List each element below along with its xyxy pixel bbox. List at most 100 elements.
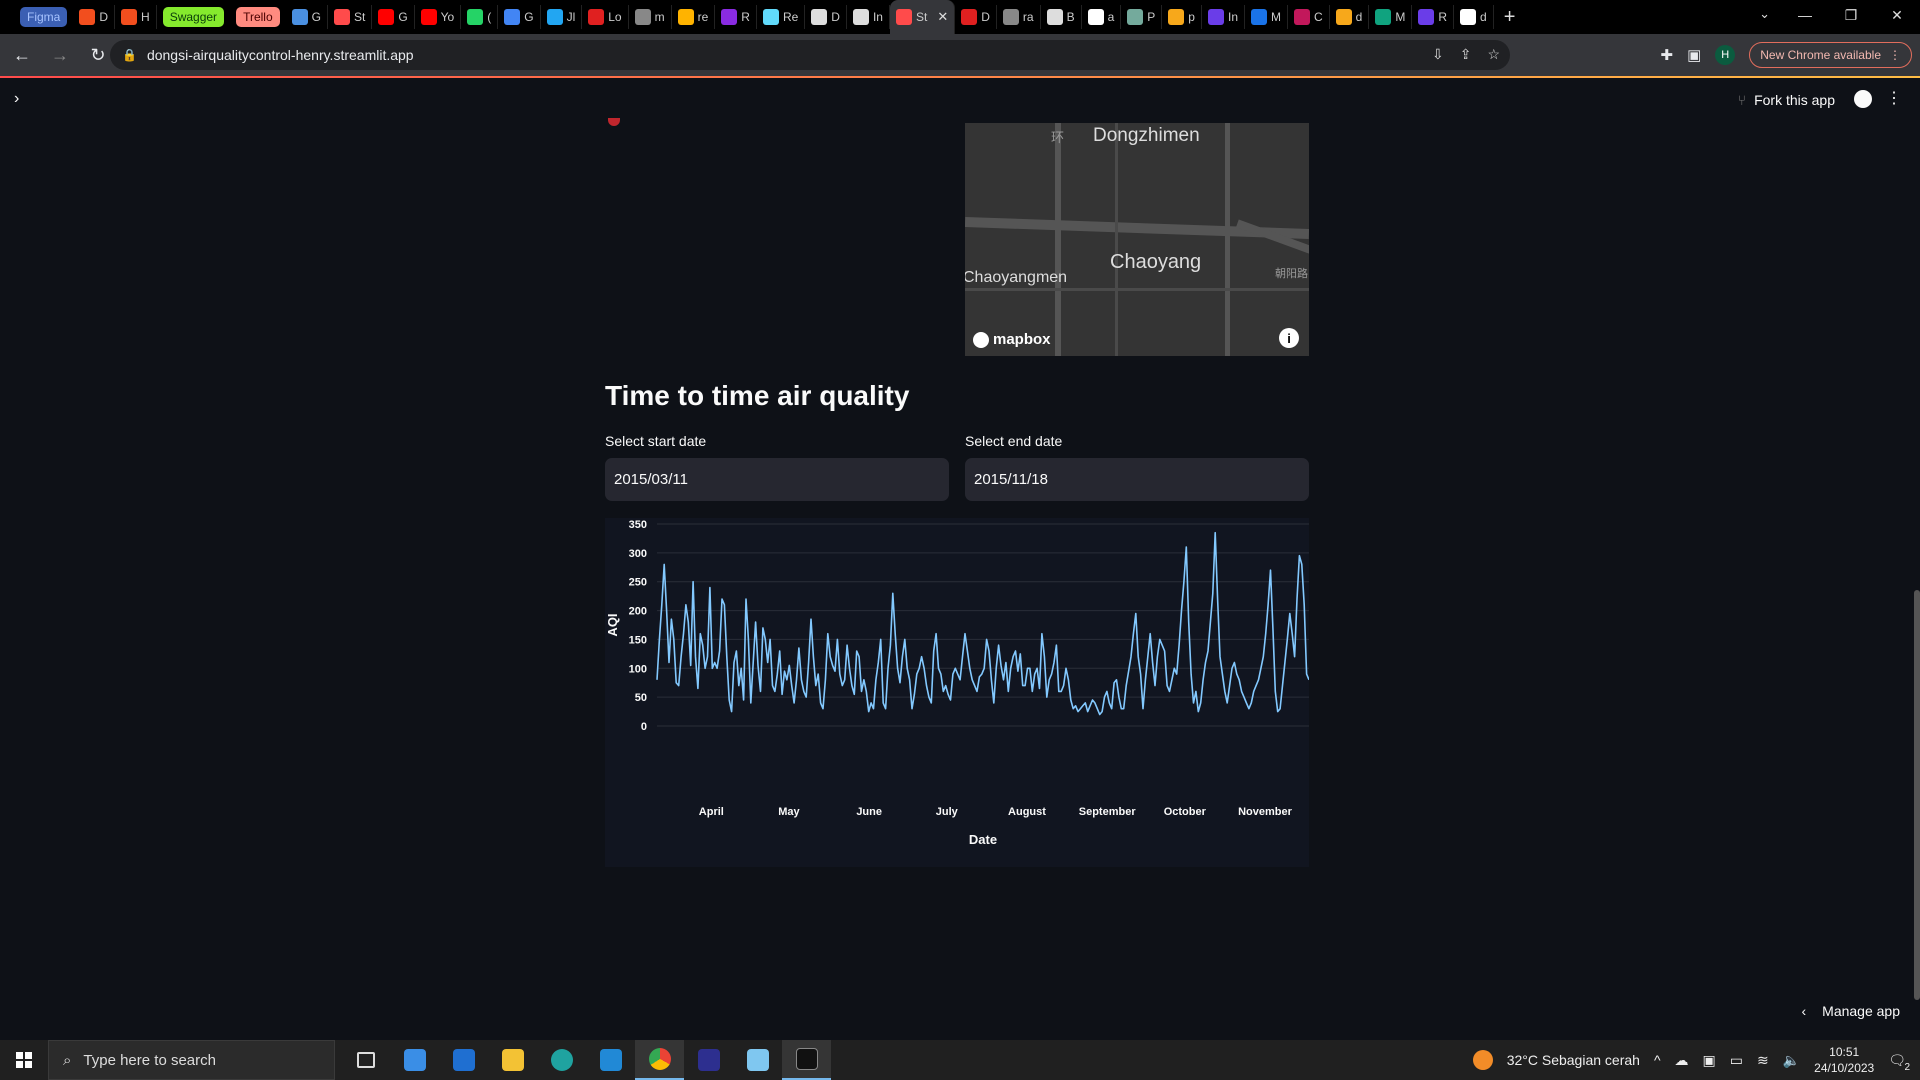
notepad-icon[interactable] xyxy=(733,1040,782,1080)
system-tray: 32°C Sebagian cerah ^ ☁ ▣ ▭ ≋ 🔈 10:51 24… xyxy=(1472,1040,1920,1080)
browser-tab[interactable]: M xyxy=(1369,5,1413,29)
profile-avatar[interactable]: H xyxy=(1715,45,1736,65)
map-view[interactable]: Dongzhimen Chaoyang Chaoyangmen 环 朝阳路 ma… xyxy=(965,123,1309,356)
task-view-icon[interactable] xyxy=(341,1040,390,1080)
browser-tab[interactable]: B xyxy=(1041,5,1082,29)
map-info-icon[interactable]: i xyxy=(1279,328,1299,348)
extensions-icon[interactable]: ✚ xyxy=(1660,47,1674,64)
weather-icon[interactable] xyxy=(1472,1050,1493,1070)
security-icon[interactable]: ▣ xyxy=(1702,1051,1716,1068)
tab-title: St xyxy=(915,10,928,24)
fork-app-button[interactable]: ⑂ Fork this app xyxy=(1738,92,1835,108)
close-window-icon[interactable]: ✕ xyxy=(1891,6,1903,23)
tab-title: d xyxy=(1355,10,1363,24)
browser-tab[interactable]: Re xyxy=(757,5,806,29)
file-explorer-icon[interactable] xyxy=(488,1040,537,1080)
tab-title: C xyxy=(1314,10,1323,24)
app-menu-icon[interactable]: ⋮ xyxy=(1886,90,1902,107)
aqi-line-chart[interactable]: 0 50 100 150 200 250 300 350 April May June July Aug… xyxy=(605,518,1310,867)
browser-tab[interactable]: Trello xyxy=(230,5,286,29)
browser-tab[interactable]: Swagger xyxy=(157,5,230,29)
share-icon[interactable]: ⇪ xyxy=(1459,46,1472,62)
end-date-input[interactable]: 2015/11/18 xyxy=(965,458,1309,501)
browser-tab[interactable]: In xyxy=(1202,5,1245,29)
side-panel-icon[interactable]: ▣ xyxy=(1687,47,1702,64)
browser-tab[interactable]: ra xyxy=(997,5,1041,29)
install-icon[interactable]: ⇩ xyxy=(1431,46,1444,62)
browser-tab[interactable]: D xyxy=(805,5,847,29)
browser-tab[interactable]: M xyxy=(1245,5,1288,29)
start-date-input[interactable]: 2015/03/11 xyxy=(605,458,949,501)
webstorm-icon[interactable] xyxy=(684,1040,733,1080)
browser-tab[interactable]: H xyxy=(115,5,157,29)
browser-tab[interactable]: R xyxy=(715,5,757,29)
browser-tab[interactable]: C xyxy=(1288,5,1330,29)
manage-app-button[interactable]: ‹ Manage app xyxy=(1801,1003,1900,1019)
x-tick-label: October xyxy=(1164,806,1207,818)
wifi-icon[interactable]: ≋ xyxy=(1756,1051,1769,1068)
taskbar-search[interactable]: ⌕ Type here to search xyxy=(48,1040,335,1080)
new-chrome-available-button[interactable]: New Chrome available ⋮ xyxy=(1749,42,1912,68)
tab-close-icon[interactable]: ✕ xyxy=(937,9,949,24)
restore-icon[interactable]: ❐ xyxy=(1844,6,1858,23)
mapbox-logo[interactable]: mapbox xyxy=(973,331,1051,348)
minimize-icon[interactable]: — xyxy=(1798,7,1812,23)
browser-tab[interactable]: p xyxy=(1162,5,1202,29)
browser-tab[interactable]: m xyxy=(629,5,672,29)
browser-tab[interactable]: d xyxy=(1330,5,1370,29)
browser-tab[interactable]: ( xyxy=(461,5,499,29)
browser-tab[interactable]: d xyxy=(1454,5,1494,29)
github-icon[interactable] xyxy=(1854,90,1872,108)
y-tick-label: 0 xyxy=(641,721,647,733)
browser-tab[interactable]: St xyxy=(328,5,373,29)
onedrive-icon[interactable]: ☁ xyxy=(1674,1051,1689,1068)
forward-icon[interactable]: → xyxy=(51,44,69,65)
tab-title: M xyxy=(1271,10,1281,24)
chrome-icon[interactable] xyxy=(635,1040,684,1080)
address-bar[interactable]: 🔒 dongsi-airqualitycontrol-henry.streaml… xyxy=(110,40,1510,70)
weather-text[interactable]: 32°C Sebagian cerah xyxy=(1506,1052,1640,1068)
vscode-icon[interactable] xyxy=(586,1040,635,1080)
lock-icon[interactable]: 🔒 xyxy=(122,48,137,62)
x-tick-label: September xyxy=(1079,806,1137,818)
browser-tab[interactable]: Figma xyxy=(14,5,73,29)
y-tick-label: 100 xyxy=(629,663,647,675)
terminal-icon[interactable] xyxy=(782,1040,831,1080)
mail-icon[interactable] xyxy=(439,1040,488,1080)
favicon-icon xyxy=(546,9,563,25)
browser-tab[interactable]: a xyxy=(1082,5,1122,29)
browser-tab[interactable]: Lo xyxy=(582,5,629,29)
browser-tab[interactable]: Jl xyxy=(541,5,583,29)
sidebar-expand-icon[interactable]: › xyxy=(14,90,20,107)
chevron-up-icon[interactable]: ^ xyxy=(1653,1052,1661,1068)
favicon-icon xyxy=(677,9,694,25)
start-button[interactable] xyxy=(0,1040,48,1080)
favicon-icon xyxy=(333,9,350,25)
favicon-icon xyxy=(811,9,828,25)
browser-tab[interactable]: G xyxy=(498,5,541,29)
bookmark-star-icon[interactable]: ☆ xyxy=(1487,46,1500,62)
notification-icon[interactable]: 🗨 2 xyxy=(1888,1051,1910,1073)
microsoft-store-icon[interactable] xyxy=(390,1040,439,1080)
url-text[interactable]: dongsi-airqualitycontrol-henry.streamlit… xyxy=(146,47,414,63)
browser-tab[interactable]: G xyxy=(372,5,415,29)
browser-tab[interactable]: D xyxy=(73,5,116,29)
page-scrollbar[interactable] xyxy=(1914,590,1920,1000)
volume-icon[interactable]: 🔈 xyxy=(1782,1051,1801,1068)
browser-tab[interactable]: G xyxy=(286,5,328,29)
battery-icon[interactable]: ▭ xyxy=(1729,1051,1743,1068)
browser-tab[interactable]: re xyxy=(672,5,716,29)
browser-tab[interactable]: R xyxy=(1412,5,1455,29)
browser-tab[interactable]: P xyxy=(1121,5,1163,29)
browser-tab[interactable]: Yo xyxy=(415,5,462,29)
new-tab-icon[interactable]: + xyxy=(1503,5,1516,28)
back-icon[interactable]: ← xyxy=(13,44,31,65)
map-label-chaoyang-road: 朝阳路 xyxy=(1275,268,1308,280)
reload-icon[interactable]: ↻ xyxy=(90,44,106,65)
edge-icon[interactable] xyxy=(537,1040,586,1080)
browser-tab[interactable]: St ✕ xyxy=(889,0,956,34)
browser-tab[interactable]: D xyxy=(955,5,997,29)
browser-tab[interactable]: In xyxy=(847,5,890,29)
tab-search-icon[interactable]: ⌄ xyxy=(1759,6,1770,21)
clock[interactable]: 10:51 24/10/2023 xyxy=(1814,1044,1874,1076)
